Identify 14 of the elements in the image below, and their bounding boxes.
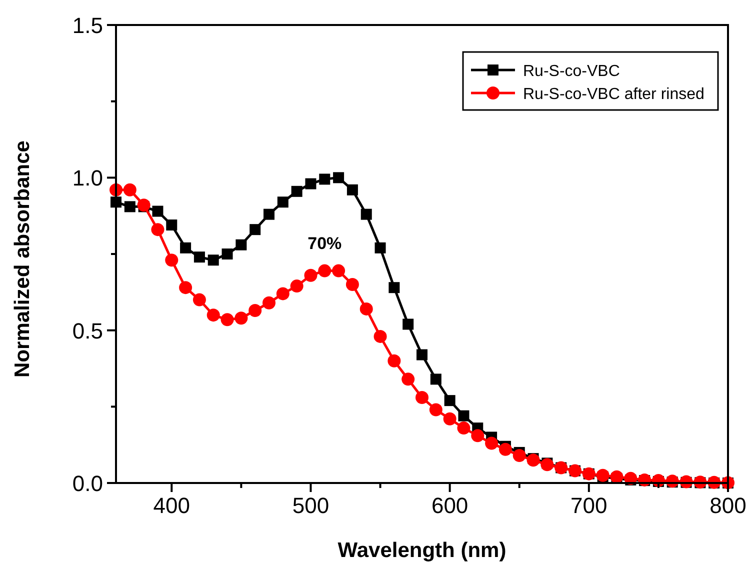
y-tick-label: 1.0	[72, 166, 103, 191]
legend-label: Ru-S-co-VBC	[523, 63, 620, 80]
y-tick-label: 0.5	[72, 318, 103, 344]
x-tick-label: 800	[710, 493, 746, 518]
x-tick-label: 700	[570, 493, 608, 518]
x-axis-title: Wavelength (nm)	[338, 539, 506, 562]
x-tick-label: 400	[153, 493, 190, 518]
y-axis-title: Normalized absorbance	[11, 140, 34, 378]
y-tick-label: 1.5	[72, 13, 103, 38]
annotation: 70%	[308, 234, 342, 253]
x-tick-label: 500	[292, 493, 330, 518]
x-tick-label: 600	[431, 493, 468, 518]
legend-label: Ru-S-co-VBC after rinsed	[523, 86, 704, 103]
y-tick-label: 0.0	[72, 471, 103, 496]
